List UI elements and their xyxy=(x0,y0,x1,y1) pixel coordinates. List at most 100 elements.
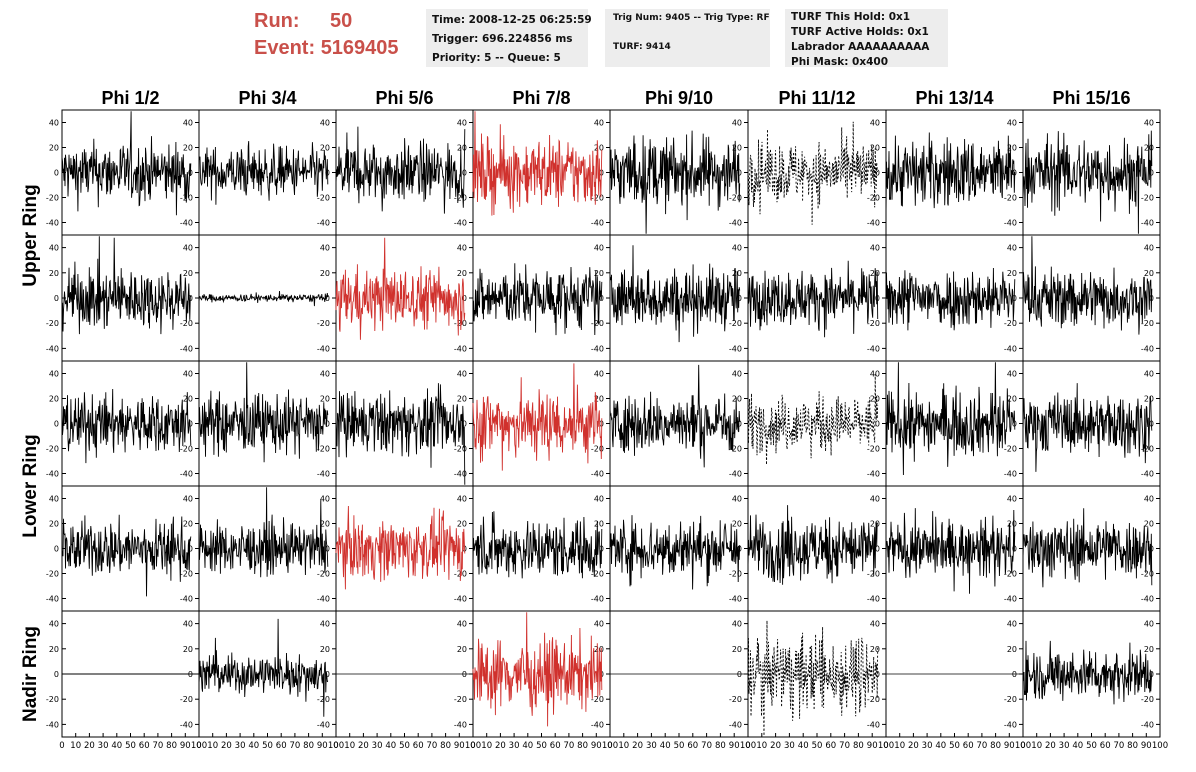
y-tick-label: -40 xyxy=(591,470,604,479)
x-tick-label: 0 xyxy=(333,741,338,751)
labrador-text: Labrador AAAAAAAAAA xyxy=(791,41,930,53)
y-tick-label: -20 xyxy=(180,695,193,704)
y-tick-label: 20 xyxy=(732,520,742,529)
x-tick-label: 0 xyxy=(59,741,64,751)
waveform-trace xyxy=(472,263,603,336)
x-tick-label: 80 xyxy=(166,741,177,751)
y-tick-label: -40 xyxy=(1004,595,1017,604)
y-tick-label: -20 xyxy=(317,319,330,328)
y-tick-label: -20 xyxy=(46,570,59,579)
y-tick-label: -20 xyxy=(317,570,330,579)
y-tick-label: 40 xyxy=(732,244,742,253)
waveform-trace xyxy=(747,374,879,465)
column-title: Phi 1/2 xyxy=(101,88,159,108)
x-tick-label: 10 xyxy=(894,741,905,751)
phi-mask-text: Phi Mask: 0x400 xyxy=(791,56,889,68)
x-tick-label: 0 xyxy=(607,741,612,751)
x-tick-label: 90 xyxy=(591,741,602,751)
x-tick-label: 90 xyxy=(1141,741,1152,751)
y-tick-label: -20 xyxy=(317,194,330,203)
x-tick-label: 10 xyxy=(1031,741,1042,751)
column-title: Phi 9/10 xyxy=(645,88,713,108)
x-tick-label: 80 xyxy=(990,741,1001,751)
y-tick-label: -20 xyxy=(591,570,604,579)
x-tick-label: 50 xyxy=(125,741,136,751)
waveform-trace xyxy=(472,111,603,216)
y-tick-label: 40 xyxy=(732,119,742,128)
x-tick-label: 80 xyxy=(715,741,726,751)
y-tick-label: -20 xyxy=(1004,319,1017,328)
y-tick-label: -40 xyxy=(867,595,880,604)
y-tick-label: 0 xyxy=(1149,169,1154,178)
y-tick-label: 40 xyxy=(49,620,59,629)
waveform-trace xyxy=(335,126,466,214)
y-tick-label: -40 xyxy=(46,470,59,479)
y-tick-label: 40 xyxy=(1007,370,1017,379)
y-tick-label: -40 xyxy=(180,720,193,729)
waveform-trace xyxy=(747,260,879,338)
x-tick-label: 50 xyxy=(812,741,823,751)
y-tick-label: 0 xyxy=(188,545,193,554)
x-tick-label: 0 xyxy=(745,741,750,751)
y-tick-label: 40 xyxy=(457,244,467,253)
y-tick-label: 20 xyxy=(732,395,742,404)
x-tick-label: 30 xyxy=(1059,741,1070,751)
y-tick-label: -40 xyxy=(729,595,742,604)
y-tick-label: 20 xyxy=(457,269,467,278)
waveform-trace xyxy=(747,620,879,736)
waveform-trace xyxy=(198,487,329,578)
x-tick-label: 20 xyxy=(84,741,95,751)
y-tick-label: 0 xyxy=(325,420,330,429)
y-tick-label: -20 xyxy=(180,570,193,579)
y-tick-label: 20 xyxy=(49,395,59,404)
y-tick-label: -20 xyxy=(729,695,742,704)
y-tick-label: -40 xyxy=(591,344,604,353)
x-tick-label: 90 xyxy=(729,741,740,751)
y-tick-label: 40 xyxy=(1007,119,1017,128)
x-tick-label: 80 xyxy=(853,741,864,751)
y-tick-label: 0 xyxy=(54,545,59,554)
x-tick-label: 60 xyxy=(276,741,287,751)
x-tick-label: 60 xyxy=(413,741,424,751)
y-tick-label: 40 xyxy=(1007,620,1017,629)
y-tick-label: 20 xyxy=(870,645,880,654)
y-tick-label: -20 xyxy=(1141,445,1154,454)
x-tick-label: 50 xyxy=(674,741,685,751)
y-tick-label: 20 xyxy=(320,645,330,654)
x-tick-label: 20 xyxy=(908,741,919,751)
row-label: Upper Ring xyxy=(20,184,41,286)
x-tick-label: 80 xyxy=(440,741,451,751)
row-label: Lower Ring xyxy=(20,434,41,537)
y-tick-label: 40 xyxy=(49,244,59,253)
x-tick-label: 50 xyxy=(1086,741,1097,751)
y-tick-label: 20 xyxy=(870,144,880,153)
x-tick-label: 100 xyxy=(1015,741,1031,751)
y-tick-label: 20 xyxy=(594,520,604,529)
x-tick-label: 70 xyxy=(839,741,850,751)
y-tick-label: 40 xyxy=(732,620,742,629)
y-tick-label: 40 xyxy=(320,119,330,128)
x-tick-label: 40 xyxy=(798,741,809,751)
y-tick-label: -40 xyxy=(317,595,330,604)
y-tick-label: -40 xyxy=(454,720,467,729)
x-tick-label: 50 xyxy=(536,741,547,751)
x-tick-label: 50 xyxy=(399,741,410,751)
y-tick-label: 0 xyxy=(325,294,330,303)
y-tick-label: 20 xyxy=(457,144,467,153)
y-tick-label: 40 xyxy=(594,119,604,128)
waveform-trace xyxy=(885,362,1016,476)
x-tick-label: 50 xyxy=(949,741,960,751)
y-tick-label: 20 xyxy=(320,144,330,153)
y-tick-label: -20 xyxy=(1141,695,1154,704)
priority-text: Priority: 5 -- Queue: 5 xyxy=(432,52,561,64)
x-tick-label: 30 xyxy=(784,741,795,751)
y-tick-label: 20 xyxy=(594,144,604,153)
y-tick-label: -40 xyxy=(591,219,604,228)
y-tick-label: 40 xyxy=(320,495,330,504)
x-tick-label: 30 xyxy=(98,741,109,751)
y-tick-label: 20 xyxy=(320,520,330,529)
y-tick-label: 0 xyxy=(1012,670,1017,679)
y-tick-label: -40 xyxy=(46,595,59,604)
x-tick-label: 70 xyxy=(1113,741,1124,751)
x-tick-label: 60 xyxy=(963,741,974,751)
